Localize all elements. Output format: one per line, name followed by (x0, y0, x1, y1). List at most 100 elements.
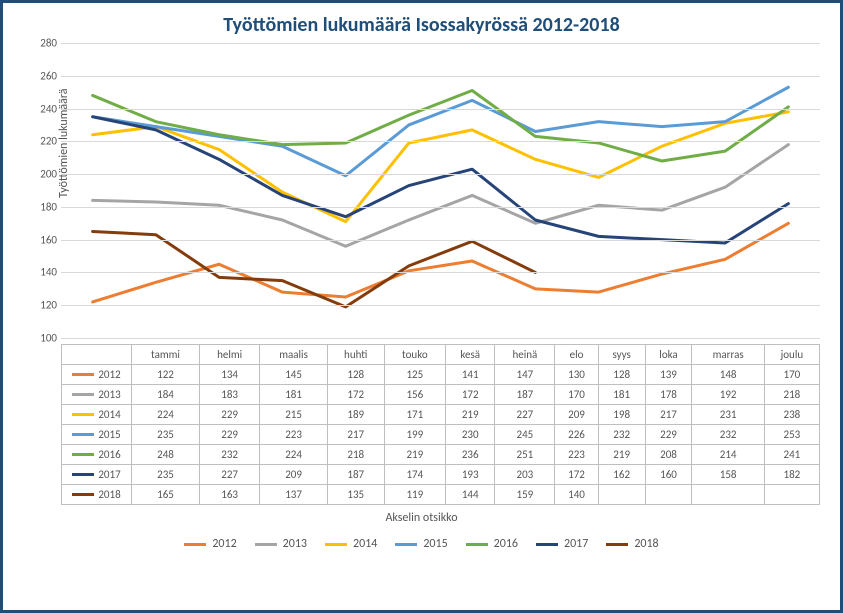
data-cell: 223 (555, 445, 599, 465)
series-name-cell: 2013 (62, 385, 132, 405)
data-cell: 183 (199, 385, 259, 405)
data-cell: 170 (764, 365, 819, 385)
series-swatch (72, 493, 94, 496)
table-header-cell: joulu (764, 345, 819, 365)
legend-swatch (184, 543, 206, 546)
legend-swatch (395, 543, 417, 546)
ytick-label: 120 (31, 299, 57, 312)
series-name: 2012 (98, 368, 120, 381)
data-cell: 178 (645, 385, 692, 405)
legend-swatch (466, 543, 488, 546)
data-cell: 217 (645, 405, 692, 425)
series-name-cell: 2015 (62, 425, 132, 445)
data-cell: 227 (495, 405, 555, 425)
legend-item-2012: 2012 (184, 537, 236, 551)
data-cell: 227 (199, 465, 259, 485)
data-cell: 181 (598, 385, 645, 405)
table-header-cell: maalis (260, 345, 328, 365)
data-cell: 147 (495, 365, 555, 385)
table-row: 2018165163137135119144159140 (62, 485, 820, 505)
data-cell: 235 (132, 425, 200, 445)
data-cell: 235 (132, 465, 200, 485)
legend-label: 2016 (494, 537, 518, 551)
ytick-label: 200 (31, 168, 57, 181)
series-name: 2016 (98, 448, 120, 461)
series-swatch (72, 433, 94, 436)
table-row: 2014224229215189171219227209198217231238 (62, 405, 820, 425)
legend-item-2013: 2013 (255, 537, 307, 551)
data-cell: 128 (327, 365, 384, 385)
grid-line (61, 338, 820, 339)
data-cell: 128 (598, 365, 645, 385)
data-cell: 165 (132, 485, 200, 505)
data-cell: 125 (384, 365, 445, 385)
data-cell: 171 (384, 405, 445, 425)
data-cell: 232 (692, 425, 764, 445)
series-swatch (72, 393, 94, 396)
data-cell: 148 (692, 365, 764, 385)
grid-line (61, 109, 820, 110)
legend-item-2018: 2018 (606, 537, 658, 551)
data-cell: 159 (495, 485, 555, 505)
data-cell: 174 (384, 465, 445, 485)
data-cell: 141 (445, 365, 495, 385)
series-swatch (72, 473, 94, 476)
grid-line (61, 141, 820, 142)
data-cell: 198 (598, 405, 645, 425)
data-cell: 214 (692, 445, 764, 465)
data-cell: 181 (260, 385, 328, 405)
table-row: 2016248232224218219236251223219208214241 (62, 445, 820, 465)
table-header-cell: loka (645, 345, 692, 365)
data-cell: 226 (555, 425, 599, 445)
ytick-label: 220 (31, 135, 57, 148)
data-cell (692, 485, 764, 505)
legend-item-2016: 2016 (466, 537, 518, 551)
series-name-cell: 2012 (62, 365, 132, 385)
data-cell: 135 (327, 485, 384, 505)
chart-area: Työttömien lukumäärä 1001201401601802002… (3, 43, 840, 338)
grid-line (61, 272, 820, 273)
data-cell: 251 (495, 445, 555, 465)
chart-container: Työttömien lukumäärä Isossakyrössä 2012-… (0, 0, 843, 613)
legend-label: 2018 (634, 537, 658, 551)
series-swatch (72, 373, 94, 376)
data-cell: 232 (199, 445, 259, 465)
data-cell: 193 (445, 465, 495, 485)
data-cell: 187 (495, 385, 555, 405)
grid-line (61, 240, 820, 241)
data-cell: 203 (495, 465, 555, 485)
legend-label: 2015 (423, 537, 447, 551)
ytick-label: 160 (31, 233, 57, 246)
data-cell: 158 (692, 465, 764, 485)
series-name: 2018 (98, 488, 120, 501)
data-cell: 189 (327, 405, 384, 425)
data-cell (598, 485, 645, 505)
data-cell: 229 (199, 405, 259, 425)
legend-label: 2012 (212, 537, 236, 551)
data-cell: 170 (555, 385, 599, 405)
series-name: 2013 (98, 388, 120, 401)
table-header-cell: tammi (132, 345, 200, 365)
data-cell: 184 (132, 385, 200, 405)
data-cell: 209 (555, 405, 599, 425)
legend-item-2017: 2017 (536, 537, 588, 551)
grid-line (61, 207, 820, 208)
table-header-cell: marras (692, 345, 764, 365)
series-name-cell: 2017 (62, 465, 132, 485)
legend-label: 2014 (353, 537, 377, 551)
series-name-cell: 2018 (62, 485, 132, 505)
data-cell: 199 (384, 425, 445, 445)
data-cell: 172 (445, 385, 495, 405)
chart-title: Työttömien lukumäärä Isossakyrössä 2012-… (3, 3, 840, 43)
data-cell: 119 (384, 485, 445, 505)
data-cell: 236 (445, 445, 495, 465)
series-name-cell: 2016 (62, 445, 132, 465)
legend-item-2014: 2014 (325, 537, 377, 551)
legend-swatch (606, 543, 628, 546)
grid-line (61, 305, 820, 306)
data-cell: 139 (645, 365, 692, 385)
table-header-cell: huhti (327, 345, 384, 365)
legend-swatch (325, 543, 347, 546)
series-swatch (72, 453, 94, 456)
table-header-cell: touko (384, 345, 445, 365)
